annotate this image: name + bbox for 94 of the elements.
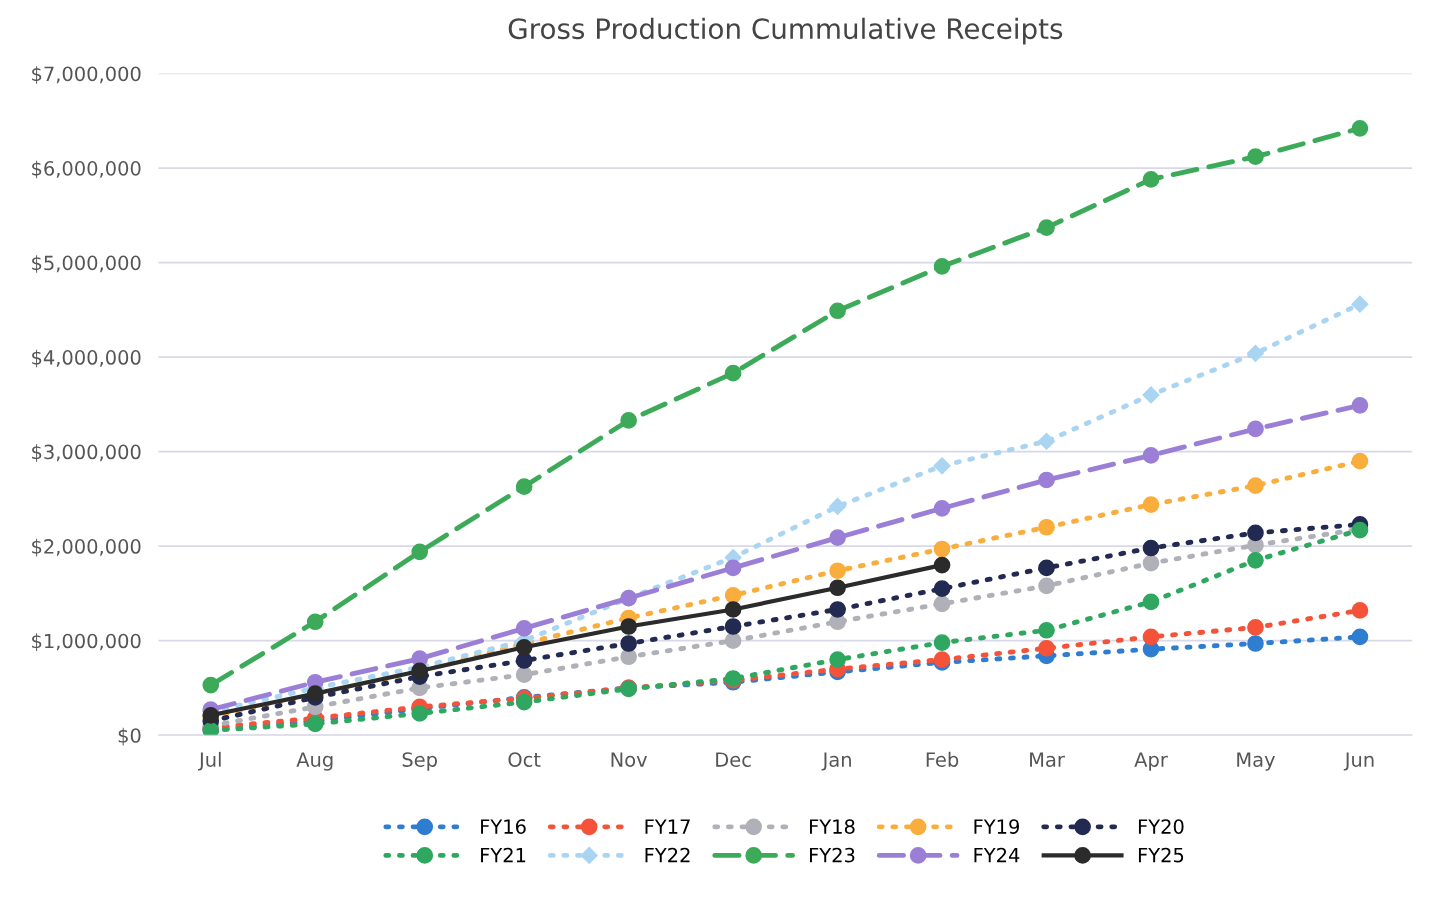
point — [1247, 420, 1264, 438]
point — [1142, 593, 1160, 611]
legend-label: FY24 — [974, 847, 1020, 863]
point — [829, 579, 846, 597]
point — [724, 586, 742, 604]
x-tick-label: Aug — [296, 752, 333, 771]
x-tick-label: Feb — [926, 751, 959, 767]
point — [1038, 471, 1055, 489]
x-tick-label: Sep — [402, 752, 437, 771]
point — [1142, 496, 1160, 513]
point — [829, 601, 846, 618]
point — [515, 693, 533, 711]
y-tick-label: $0 — [118, 727, 141, 746]
x-tick-label: May — [1237, 752, 1275, 771]
x-tick-label: Jul — [198, 751, 221, 771]
x-tick-label: Jun — [1343, 752, 1374, 771]
point — [306, 613, 324, 631]
legend-label: FY25 — [1138, 847, 1184, 863]
point — [933, 258, 951, 275]
point — [1037, 432, 1056, 450]
legend-label: FY19 — [974, 819, 1020, 834]
point — [620, 618, 637, 635]
point — [1142, 171, 1160, 188]
y-tick-label: $6,000,000 — [32, 160, 141, 179]
x-tick-label: Mar — [1030, 752, 1065, 767]
legend-label: FY16 — [481, 819, 526, 834]
point — [1246, 344, 1265, 362]
point — [1142, 447, 1160, 464]
point — [829, 562, 846, 580]
point — [1351, 452, 1369, 470]
point — [829, 302, 846, 320]
y-tick-label: $1,000,000 — [32, 633, 141, 651]
point — [1351, 295, 1369, 313]
point — [1351, 396, 1369, 414]
x-tick-label: Jan — [821, 752, 851, 771]
x-tick-label: Oct — [508, 752, 541, 767]
x-tick-label: Apr — [1134, 752, 1168, 771]
point — [1038, 219, 1055, 236]
point — [724, 618, 742, 635]
chart-title: Gross Production Cummulative Receipts — [508, 17, 1063, 45]
point — [202, 676, 220, 694]
point — [933, 556, 951, 574]
point — [1142, 386, 1160, 404]
point — [1038, 621, 1055, 639]
point — [515, 638, 533, 656]
x-tick-label: Dec — [716, 752, 751, 767]
point — [1351, 120, 1369, 137]
point — [1142, 554, 1160, 572]
point — [933, 595, 951, 613]
y-tick-label: $4,000,000 — [32, 349, 141, 368]
point — [515, 620, 533, 637]
point — [1142, 628, 1160, 646]
point — [1351, 628, 1369, 646]
point — [411, 543, 429, 561]
point — [1247, 635, 1264, 652]
point — [724, 364, 742, 382]
legend-label: FY20 — [1138, 819, 1184, 834]
legend-label: FY21 — [481, 847, 526, 863]
point — [1247, 477, 1264, 494]
x-tick-label: Nov — [611, 752, 648, 767]
point — [620, 635, 637, 652]
point — [1038, 559, 1055, 577]
point — [829, 497, 847, 515]
point — [411, 705, 429, 722]
point — [829, 651, 846, 668]
point — [1247, 148, 1264, 166]
point — [620, 412, 637, 429]
legend-label: FY17 — [645, 819, 690, 834]
point — [724, 559, 742, 577]
point — [515, 666, 533, 684]
point — [724, 632, 742, 650]
y-tick-label: $3,000,000 — [32, 444, 141, 462]
point — [1038, 518, 1055, 536]
point — [933, 580, 951, 598]
legend-label: FY22 — [645, 847, 690, 863]
point — [1247, 551, 1264, 569]
y-tick-label: $5,000,000 — [32, 255, 141, 273]
point — [933, 457, 951, 475]
point — [933, 634, 951, 651]
point — [1038, 639, 1055, 657]
point — [829, 529, 846, 546]
y-tick-label: $2,000,000 — [32, 538, 141, 557]
legend-label: FY23 — [810, 847, 855, 863]
point — [933, 540, 951, 558]
point — [1038, 577, 1055, 595]
y-tick-label: $7,000,000 — [32, 66, 141, 84]
point — [933, 500, 951, 517]
point — [1142, 539, 1160, 557]
point — [1247, 524, 1264, 542]
point — [1247, 619, 1264, 636]
point — [1351, 602, 1369, 619]
point — [515, 478, 533, 495]
legend-label: FY18 — [810, 819, 855, 834]
point — [724, 601, 742, 618]
